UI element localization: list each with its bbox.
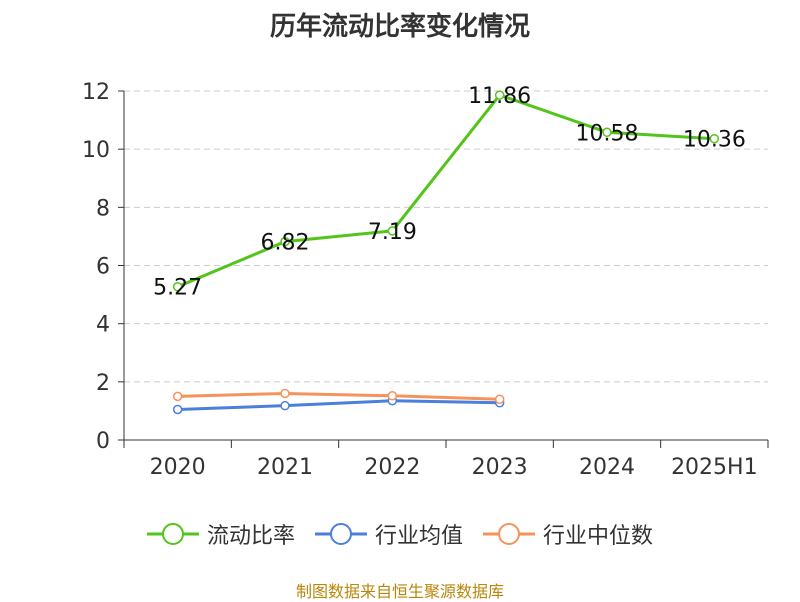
chart-title: 历年流动比率变化情况: [269, 12, 530, 42]
data-point: [602, 127, 612, 138]
data-label: 11.86: [468, 84, 531, 109]
legend-marker-icon: [146, 523, 199, 545]
x-tick-label: 2024: [579, 455, 635, 480]
x-tick-label: 2020: [150, 455, 206, 480]
y-tick-label: 0: [96, 429, 110, 454]
legend-marker-icon: [483, 523, 535, 545]
series-line-2: [177, 391, 500, 401]
data-point: [280, 388, 290, 399]
label-layer: 5.27 6.82 7.19 11.86 10.58 10.36: [153, 84, 746, 301]
data-point: [280, 400, 290, 411]
data-label: 5.27: [153, 276, 202, 301]
data-point: [494, 90, 505, 100]
y-tick-label: 10: [82, 138, 110, 163]
axis-layer: 0 2 4 6 8 10 12 2020 2021 2022 2023 2024 2025H1: [82, 80, 769, 480]
legend-label: 行业中位数: [543, 524, 654, 549]
legend-label: 行业均值: [374, 524, 463, 549]
y-tick-label: 8: [96, 196, 110, 221]
data-point: [172, 391, 183, 402]
data-label: 7.19: [368, 220, 417, 245]
series-line-1: [177, 399, 500, 411]
data-label: 10.36: [683, 128, 746, 153]
y-tick-label: 12: [82, 80, 110, 105]
data-point: [172, 281, 183, 292]
x-tick-label: 2022: [364, 455, 420, 480]
data-point: [387, 391, 398, 401]
legend-label: 流动比率: [206, 524, 295, 549]
data-point: [280, 236, 290, 247]
y-tick-label: 4: [96, 313, 110, 338]
data-point: [172, 404, 183, 415]
legend-marker-icon: [314, 523, 367, 545]
data-label: 6.82: [261, 231, 310, 256]
series-layer: [172, 90, 720, 415]
legend-item[interactable]: 行业均值: [314, 518, 463, 550]
legend-item[interactable]: 流动比率: [146, 518, 295, 550]
grid-layer: [124, 90, 768, 383]
data-point: [494, 394, 505, 405]
legend-item[interactable]: 行业中位数: [483, 518, 653, 550]
series-line-0: [177, 93, 715, 289]
x-tick-label: 2021: [257, 455, 313, 480]
data-label: 10.58: [576, 121, 639, 146]
legend: 流动比率 行业均值 行业中位数: [0, 518, 800, 550]
data-point: [387, 226, 398, 236]
x-tick-label: 2023: [472, 455, 528, 480]
source-note: 制图数据来自恒生聚源数据库: [295, 582, 504, 601]
y-tick-label: 2: [96, 371, 110, 396]
data-point: [709, 133, 720, 144]
x-tick-label: 2025H1: [671, 455, 758, 480]
y-tick-label: 6: [96, 255, 110, 280]
